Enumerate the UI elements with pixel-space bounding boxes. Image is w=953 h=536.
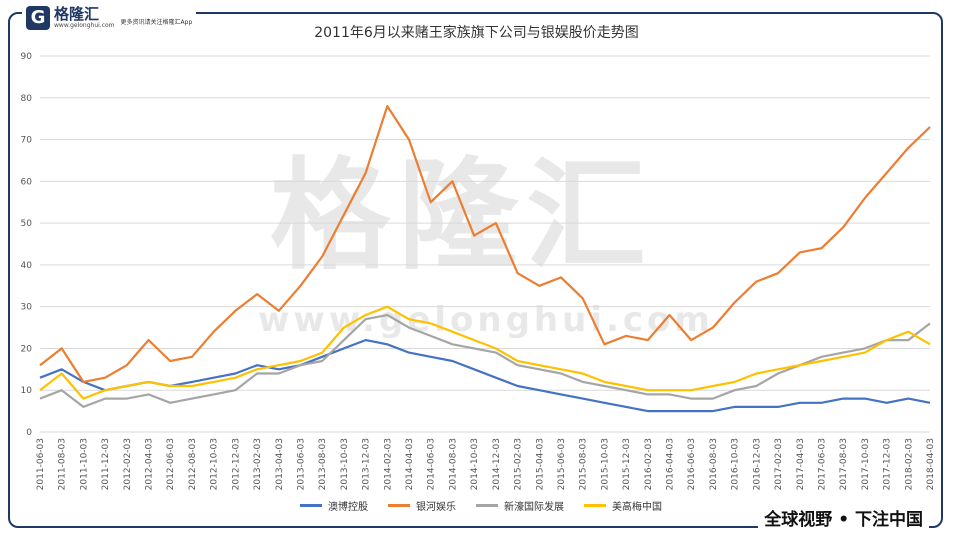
series-line-0	[39, 339, 931, 413]
x-tick-label: 2017-02-03	[774, 438, 784, 490]
x-tick-label: 2014-02-03	[383, 438, 393, 490]
logo-text-block: 格隆汇 www.gelonghui.com	[54, 4, 115, 30]
legend-swatch	[388, 504, 410, 507]
legend-swatch	[300, 504, 322, 507]
x-tick-label: 2015-08-03	[579, 438, 589, 490]
chart-legend: 澳博控股 银河娱乐 新濠国际发展 美高梅中国	[300, 498, 662, 513]
y-tick-label: 0	[26, 428, 32, 438]
x-tick-label: 2011-08-03	[58, 438, 68, 490]
y-tick-label: 70	[21, 136, 33, 146]
x-tick-label: 2015-02-03	[514, 438, 524, 490]
x-tick-label: 2015-06-03	[557, 438, 567, 490]
legend-label: 银河娱乐	[416, 502, 456, 513]
x-tick-label: 2014-12-03	[492, 438, 502, 490]
x-tick-label: 2011-12-03	[101, 438, 111, 490]
x-tick-label: 2014-04-03	[405, 438, 415, 490]
series-line-2	[39, 313, 931, 408]
brand-slogan: 更多资讯请关注格隆汇App	[120, 18, 193, 26]
x-tick-label: 2013-04-03	[275, 438, 285, 490]
x-tick-label: 2016-10-03	[731, 438, 741, 490]
y-tick-label: 50	[21, 219, 33, 229]
x-tick-label: 2012-08-03	[188, 438, 198, 490]
y-tick-label: 20	[21, 344, 33, 354]
x-tick-label: 2014-10-03	[470, 438, 480, 490]
x-tick-label: 2018-04-03	[926, 438, 936, 490]
x-tick-label: 2017-08-03	[839, 438, 849, 490]
footer-slogan: 全球视野 • 下注中国	[758, 505, 929, 530]
x-tick-label: 2011-06-03	[36, 438, 46, 490]
x-tick-label: 2017-10-03	[861, 438, 871, 490]
x-tick-label: 2012-02-03	[123, 438, 133, 490]
brand-name: 格隆汇	[54, 4, 100, 23]
brand-url: www.gelonghui.com	[54, 21, 115, 29]
x-tick-label: 2013-02-03	[253, 438, 263, 490]
legend-item-1: 银河娱乐	[388, 498, 456, 513]
x-tick-label: 2013-12-03	[362, 438, 372, 490]
x-tick-label: 2018-02-03	[904, 438, 914, 490]
x-tick-label: 2015-04-03	[535, 438, 545, 490]
legend-swatch	[584, 504, 606, 507]
y-tick-label: 30	[21, 303, 33, 313]
y-tick-label: 80	[21, 94, 33, 104]
x-tick-label: 2014-08-03	[448, 438, 458, 490]
y-tick-label: 90	[21, 52, 33, 62]
legend-label: 美高梅中国	[612, 502, 662, 513]
y-tick-label: 40	[21, 261, 33, 271]
x-tick-label: 2012-12-03	[231, 438, 241, 490]
series-line-3	[39, 305, 931, 400]
legend-label: 新濠国际发展	[504, 502, 564, 513]
x-tick-label: 2012-04-03	[145, 438, 155, 490]
y-tick-label: 60	[21, 177, 33, 187]
y-tick-label: 10	[21, 386, 33, 396]
legend-item-2: 新濠国际发展	[476, 498, 564, 513]
x-tick-label: 2016-08-03	[709, 438, 719, 490]
logo-mark-icon: G	[26, 6, 50, 30]
legend-swatch	[476, 504, 498, 507]
x-tick-label: 2013-06-03	[296, 438, 306, 490]
x-tick-label: 2016-04-03	[666, 438, 676, 490]
x-tick-label: 2012-06-03	[166, 438, 176, 490]
brand-logo: G 格隆汇 www.gelonghui.com 更多资讯请关注格隆汇App	[22, 4, 197, 32]
x-tick-label: 2016-02-03	[644, 438, 654, 490]
x-tick-label: 2015-12-03	[622, 438, 632, 490]
x-tick-label: 2014-06-03	[427, 438, 437, 490]
chart-title: 2011年6月以来赌王家族旗下公司与银娱股价走势图	[314, 25, 639, 41]
legend-item-0: 澳博控股	[300, 498, 368, 513]
x-tick-label: 2017-06-03	[817, 438, 827, 490]
x-tick-label: 2016-06-03	[687, 438, 697, 490]
legend-item-3: 美高梅中国	[584, 498, 662, 513]
legend-label: 澳博控股	[328, 502, 368, 513]
x-tick-label: 2017-04-03	[796, 438, 806, 490]
x-tick-label: 2011-10-03	[79, 438, 89, 490]
watermark-text: 格隆汇	[270, 147, 654, 286]
x-tick-label: 2013-10-03	[340, 438, 350, 490]
x-tick-label: 2013-08-03	[318, 438, 328, 490]
x-tick-label: 2015-10-03	[600, 438, 610, 490]
x-tick-label: 2016-12-03	[752, 438, 762, 490]
x-tick-label: 2012-10-03	[210, 438, 220, 490]
series-line-1	[39, 104, 931, 383]
x-tick-label: 2017-12-03	[883, 438, 893, 490]
